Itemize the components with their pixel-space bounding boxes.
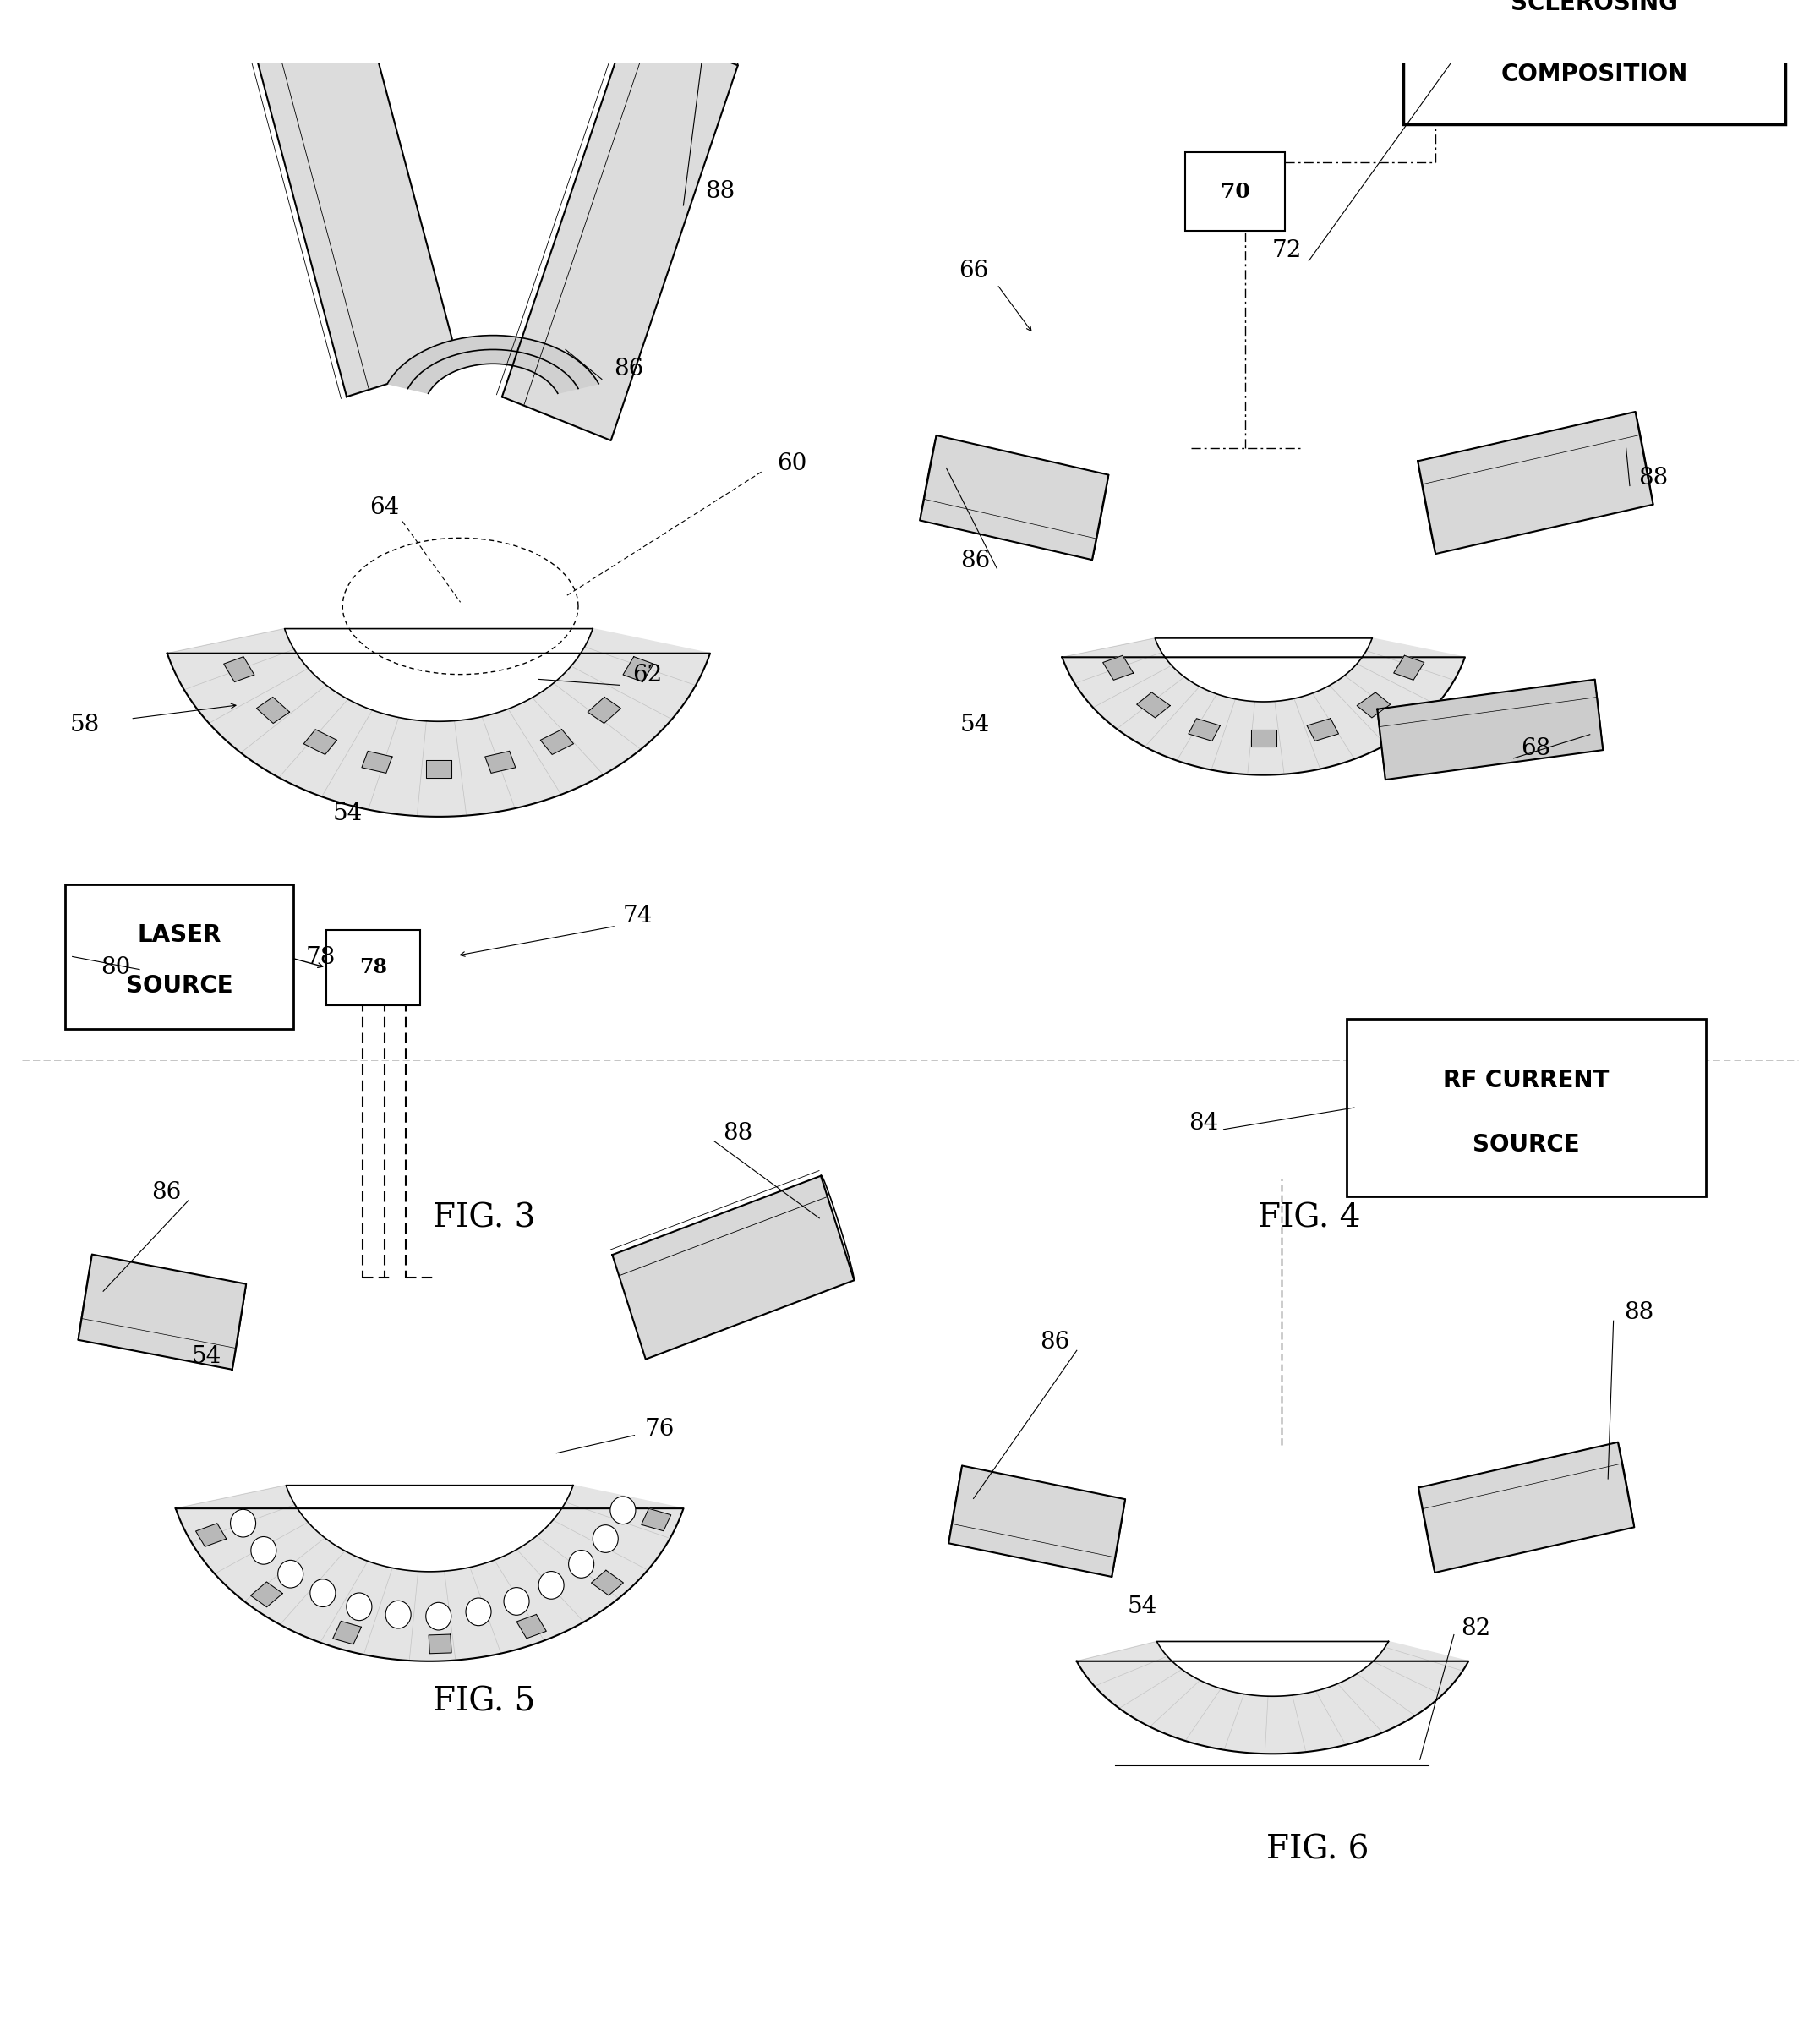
Polygon shape bbox=[362, 751, 393, 774]
Circle shape bbox=[504, 1588, 530, 1614]
Circle shape bbox=[386, 1600, 411, 1629]
Circle shape bbox=[346, 1592, 371, 1621]
Polygon shape bbox=[948, 1465, 1125, 1578]
Text: 54: 54 bbox=[333, 802, 362, 825]
Circle shape bbox=[593, 1525, 619, 1553]
Text: 82: 82 bbox=[1461, 1616, 1491, 1641]
Text: 58: 58 bbox=[71, 712, 100, 737]
Polygon shape bbox=[502, 22, 737, 441]
Polygon shape bbox=[78, 1255, 246, 1370]
Text: 80: 80 bbox=[100, 955, 131, 980]
Text: 54: 54 bbox=[1127, 1596, 1158, 1619]
Polygon shape bbox=[177, 1486, 684, 1661]
Text: 86: 86 bbox=[961, 549, 990, 571]
Text: 84: 84 bbox=[1188, 1112, 1219, 1135]
Polygon shape bbox=[430, 1635, 451, 1653]
Text: 88: 88 bbox=[704, 180, 735, 202]
Circle shape bbox=[466, 1598, 491, 1625]
Text: FIG. 6: FIG. 6 bbox=[1267, 1835, 1369, 1865]
Text: 86: 86 bbox=[1041, 1331, 1070, 1353]
Circle shape bbox=[251, 1537, 277, 1563]
Polygon shape bbox=[248, 0, 459, 396]
Polygon shape bbox=[257, 698, 289, 723]
Polygon shape bbox=[426, 761, 451, 778]
Polygon shape bbox=[641, 1508, 672, 1531]
Text: 88: 88 bbox=[723, 1123, 753, 1145]
Polygon shape bbox=[388, 335, 599, 394]
Text: 86: 86 bbox=[613, 357, 644, 382]
FancyBboxPatch shape bbox=[1185, 153, 1285, 231]
FancyBboxPatch shape bbox=[1403, 0, 1785, 125]
Polygon shape bbox=[486, 751, 515, 774]
Text: 88: 88 bbox=[1638, 467, 1669, 490]
Circle shape bbox=[426, 1602, 451, 1631]
Text: 60: 60 bbox=[777, 453, 806, 476]
Circle shape bbox=[539, 1572, 564, 1598]
Polygon shape bbox=[1077, 1641, 1469, 1753]
Text: SOURCE: SOURCE bbox=[1472, 1133, 1580, 1157]
Polygon shape bbox=[1103, 655, 1134, 680]
Circle shape bbox=[231, 1510, 257, 1537]
Polygon shape bbox=[612, 1176, 854, 1359]
Polygon shape bbox=[592, 1570, 624, 1596]
Text: 66: 66 bbox=[959, 259, 988, 282]
Text: 54: 54 bbox=[961, 712, 990, 737]
Text: 78: 78 bbox=[306, 947, 335, 969]
Polygon shape bbox=[197, 1523, 226, 1547]
Polygon shape bbox=[224, 657, 255, 682]
Polygon shape bbox=[1138, 692, 1170, 718]
Text: 68: 68 bbox=[1520, 737, 1551, 759]
Polygon shape bbox=[1394, 655, 1425, 680]
Text: 78: 78 bbox=[359, 957, 388, 978]
Circle shape bbox=[309, 1580, 335, 1606]
Text: 62: 62 bbox=[632, 663, 662, 686]
Polygon shape bbox=[517, 1614, 546, 1639]
Circle shape bbox=[610, 1496, 635, 1525]
Polygon shape bbox=[1418, 1443, 1634, 1574]
Polygon shape bbox=[1358, 692, 1390, 718]
Text: SOURCE: SOURCE bbox=[126, 974, 233, 998]
Text: 70: 70 bbox=[1221, 182, 1250, 202]
FancyBboxPatch shape bbox=[1347, 1018, 1705, 1196]
Polygon shape bbox=[1188, 718, 1219, 741]
Text: 72: 72 bbox=[1272, 239, 1301, 261]
Text: RF CURRENT: RF CURRENT bbox=[1443, 1067, 1609, 1092]
Text: SCLEROSING: SCLEROSING bbox=[1511, 0, 1678, 14]
Polygon shape bbox=[541, 729, 573, 755]
Polygon shape bbox=[1250, 731, 1276, 747]
Text: LASER: LASER bbox=[136, 923, 222, 947]
Text: 76: 76 bbox=[644, 1418, 675, 1441]
Circle shape bbox=[568, 1551, 593, 1578]
Circle shape bbox=[278, 1559, 304, 1588]
FancyBboxPatch shape bbox=[66, 884, 293, 1029]
Text: 74: 74 bbox=[622, 904, 653, 927]
Polygon shape bbox=[1378, 680, 1603, 780]
Polygon shape bbox=[304, 729, 337, 755]
Text: FIG. 3: FIG. 3 bbox=[433, 1202, 535, 1235]
Text: COMPOSITION: COMPOSITION bbox=[1501, 63, 1687, 86]
Polygon shape bbox=[251, 1582, 282, 1606]
FancyBboxPatch shape bbox=[326, 931, 420, 1004]
Polygon shape bbox=[1307, 718, 1338, 741]
Text: FIG. 4: FIG. 4 bbox=[1258, 1202, 1360, 1235]
Text: 64: 64 bbox=[369, 496, 399, 518]
Text: 88: 88 bbox=[1623, 1302, 1654, 1325]
Polygon shape bbox=[622, 657, 653, 682]
Polygon shape bbox=[919, 435, 1108, 559]
Polygon shape bbox=[167, 629, 710, 816]
Text: FIG. 5: FIG. 5 bbox=[433, 1686, 535, 1719]
Text: 54: 54 bbox=[191, 1345, 222, 1367]
Polygon shape bbox=[333, 1621, 362, 1645]
Text: 86: 86 bbox=[151, 1182, 182, 1204]
Polygon shape bbox=[588, 698, 621, 723]
Polygon shape bbox=[1063, 639, 1465, 776]
Polygon shape bbox=[1418, 412, 1653, 553]
